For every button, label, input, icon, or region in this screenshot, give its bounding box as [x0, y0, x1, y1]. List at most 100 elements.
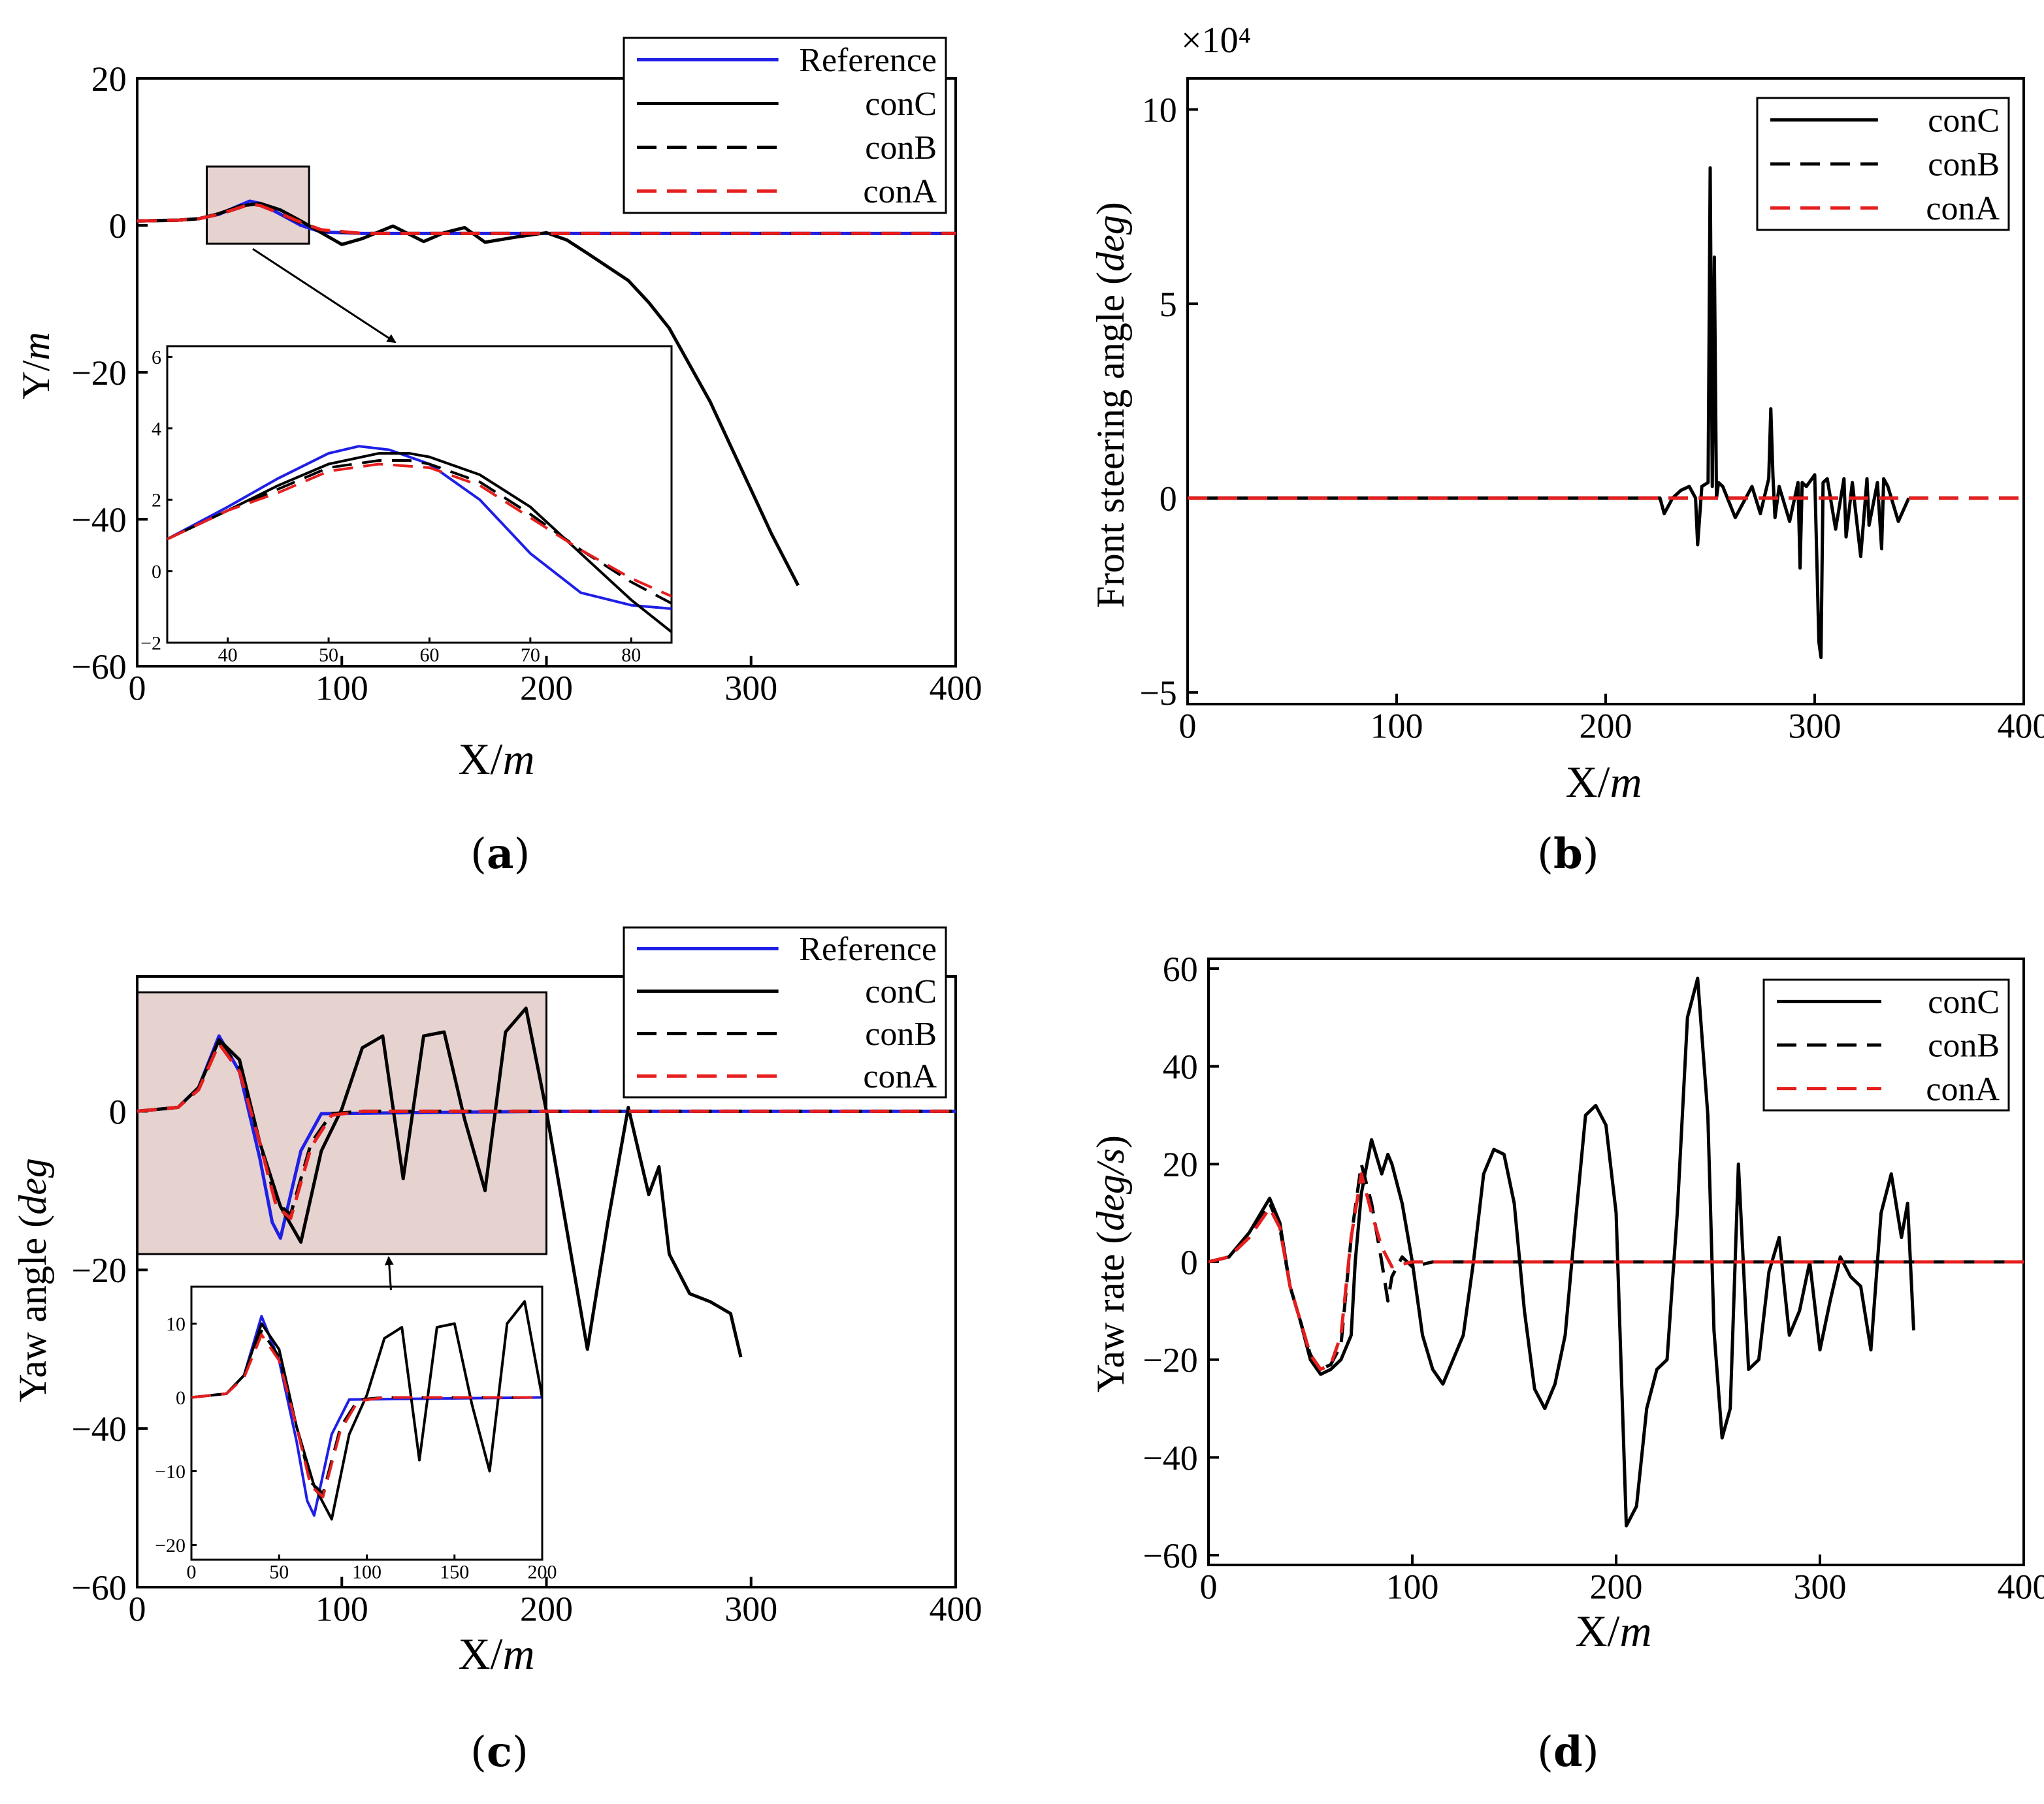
panel-b-series-conc: [1188, 166, 1911, 660]
panel-c-zoom-box: [136, 991, 547, 1255]
panel-c-inset-ytick-label: 10: [166, 1313, 186, 1335]
panel-c-legend-label-cona: conA: [863, 1058, 937, 1095]
panel-a-xtick-label: 200: [520, 668, 573, 707]
panel-b-legend-label-conc: conC: [1928, 102, 2000, 139]
panel-a-caption: (a): [470, 830, 530, 878]
panel-d-ytick-label: 20: [1163, 1145, 1198, 1184]
panel-c-xtick-label: 0: [129, 1589, 146, 1628]
panel-c-legend-label-conc: conC: [865, 973, 937, 1010]
panel-b-ytick-label: 10: [1142, 91, 1177, 130]
panel-b-ylabel: Front steering angle (deg): [1089, 202, 1132, 608]
panel-d-xtick-label: 0: [1200, 1567, 1218, 1606]
panel-c-zoom-arrow: [384, 1256, 394, 1291]
panel-b-ytick-label: 0: [1160, 479, 1177, 519]
panel-a-ytick-label: −60: [71, 647, 126, 686]
panel-a-zoom-arrow: [252, 248, 397, 344]
panel-a-xtick-label: 0: [129, 668, 146, 707]
panel-a-xlabel: X/m: [458, 734, 534, 784]
panel-c-inset-series-conb: [191, 1329, 542, 1495]
panel-c-inset-frame: [190, 1285, 543, 1561]
panel-a-inset-series-reference: [167, 445, 672, 610]
panel-b-xtick-label: 400: [1998, 706, 2044, 745]
panel-c-inset-xtick-label: 0: [187, 1562, 197, 1583]
panel-c-xtick-label: 100: [316, 1589, 368, 1628]
panel-c-ytick-label: −20: [71, 1251, 126, 1290]
panel-a-legend-label-conc: conC: [865, 86, 937, 123]
panel-d-legend: conC conB conA: [1762, 978, 2010, 1112]
panel-c-legend: Reference conC conB conA: [623, 926, 947, 1099]
panel-a-ytick-label: 20: [91, 59, 127, 99]
panel-d-xtick-label: 200: [1590, 1567, 1643, 1606]
panel-c-series-cona: [137, 1042, 956, 1220]
panel-c-inset-xtick-label: 50: [269, 1562, 289, 1583]
panel-d-xtick-label: 400: [1998, 1567, 2044, 1606]
panel-d-series-cona: [1209, 1172, 2024, 1372]
panel-d-xtick-label: 100: [1386, 1567, 1439, 1606]
panel-a-inset-frame: [166, 345, 673, 644]
panel-c-xtick-label: 400: [930, 1589, 982, 1628]
panel-a-ytick-label: 0: [109, 206, 127, 246]
panel-b-scale-note: ×10⁴: [1181, 20, 1251, 61]
panel-c-ytick-label: 0: [109, 1092, 127, 1131]
panel-a-legend-label-cona: conA: [863, 173, 937, 210]
panel-c-inset-ytick-label: −10: [155, 1461, 186, 1483]
panel-c-ytick-label: −40: [71, 1409, 126, 1449]
panel-a-inset-xtick-label: 70: [521, 645, 540, 666]
panel-a-inset-xtick-label: 60: [419, 645, 439, 666]
panel-a-xtick-label: 300: [724, 668, 777, 707]
panel-a-inset-ytick-label: 6: [152, 347, 161, 368]
panel-c-legend-label-reference: Reference: [799, 931, 937, 968]
panel-c-legend-label-conb: conB: [865, 1016, 937, 1053]
panel-c-inset-ytick-label: −20: [155, 1535, 186, 1556]
panel-b-xtick-label: 300: [1789, 706, 1841, 745]
panel-d-ytick-label: 60: [1163, 950, 1198, 989]
panel-a-series-cona: [137, 202, 956, 235]
panel-b-legend-label-conb: conB: [1928, 146, 2000, 184]
panel-b-ytick-label: 5: [1160, 285, 1177, 324]
panel-c-xlabel: X/m: [458, 1629, 534, 1679]
panel-d-ytick-label: −40: [1143, 1438, 1197, 1477]
panel-c-ylabel: Yaw angle (deg: [11, 1158, 54, 1402]
panel-a-inset-ytick-label: 2: [152, 490, 161, 511]
panel-a-series-conc: [137, 201, 800, 587]
panel-d-ytick-label: 0: [1180, 1243, 1198, 1282]
panel-c-ytick-label: −60: [71, 1568, 126, 1607]
panel-d-caption: (d): [1537, 1728, 1599, 1777]
panel-a-xtick-label: 100: [316, 668, 368, 707]
panel-a-inset-series-conc: [167, 452, 672, 634]
panel-a-inset-ytick-label: 0: [152, 561, 161, 583]
panel-d-ylabel: Yaw rate (deg/s): [1089, 1135, 1132, 1393]
panel-d-legend-label-conc: conC: [1928, 984, 2000, 1021]
panel-c-inset-xtick-label: 150: [440, 1562, 469, 1583]
panel-a-inset-xtick-label: 40: [218, 645, 238, 666]
panel-b-caption: (b): [1537, 830, 1599, 878]
panel-b-xlabel: X/m: [1565, 757, 1642, 807]
panel-c-xtick-label: 200: [520, 1589, 573, 1628]
panel-c-xtick-label: 300: [724, 1589, 777, 1628]
panel-a-inset: 40 50 60 70 80 −2 0 2 4 6: [140, 345, 673, 666]
panel-a-legend-label-reference: Reference: [799, 42, 937, 79]
panel-b-xtick-label: 100: [1371, 706, 1423, 745]
panel-a-legend-box: [623, 37, 947, 214]
panel-b-ytick-label: −5: [1139, 673, 1176, 713]
panel-a-legend-label-conb: conB: [865, 129, 937, 167]
panel-d-ytick-label: 40: [1163, 1048, 1198, 1087]
panel-a-inset-xtick-label: 80: [621, 645, 641, 666]
panel-c-inset-xtick-label: 100: [352, 1562, 381, 1583]
panel-c-inset-xtick-label: 200: [528, 1562, 557, 1583]
panel-a-legend: Reference conC conB conA: [623, 37, 947, 214]
panel-a-inset-ytick-label: 4: [152, 418, 161, 440]
panel-a-ytick-label: −20: [71, 353, 126, 393]
panel-b-legend: conC conB conA: [1756, 97, 2010, 231]
panel-d-xtick-label: 300: [1794, 1567, 1847, 1606]
panel-d: 0 100 200 300 400 −60 −40 −20 0 20 40 60: [1143, 950, 2044, 1606]
panel-a-inset-series-cona: [167, 462, 672, 598]
panel-d-legend-label-cona: conA: [1926, 1071, 2000, 1108]
panel-c-legend-box: [623, 926, 947, 1099]
panel-b-xtick-label: 0: [1179, 706, 1197, 745]
panel-d-ytick-label: −20: [1143, 1341, 1197, 1380]
panel-c-inset-ytick-label: 0: [176, 1387, 186, 1409]
